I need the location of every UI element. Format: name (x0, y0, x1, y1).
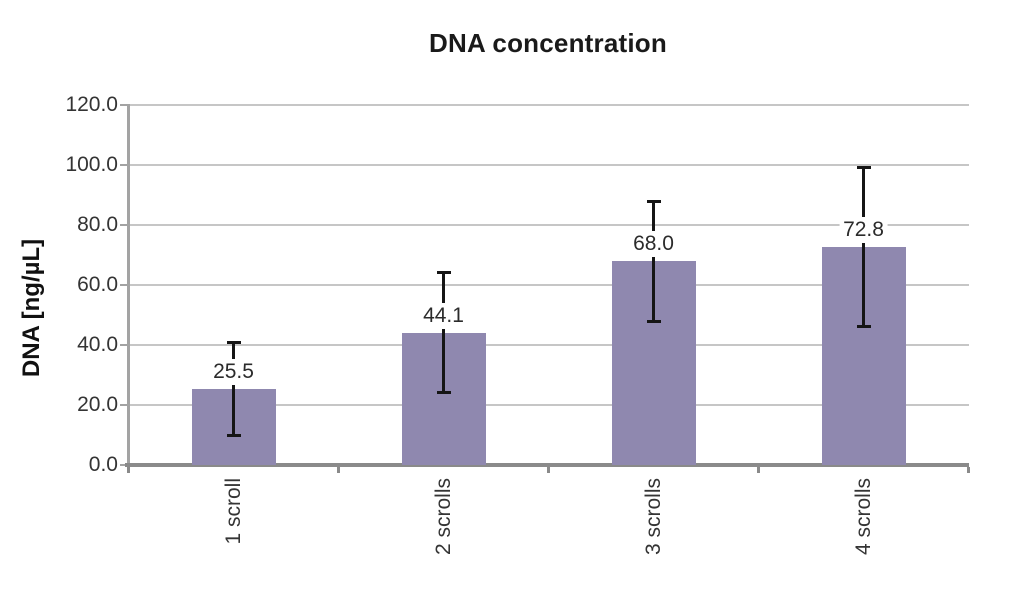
data-label-text: 44.1 (419, 302, 468, 329)
y-tick (120, 343, 128, 347)
x-axis-line (124, 462, 969, 467)
y-tick (120, 223, 128, 227)
error-bar-cap-bottom (856, 324, 871, 328)
y-tick (120, 283, 128, 287)
data-label: 72.8 (839, 216, 888, 243)
gridline (128, 104, 969, 106)
y-tick-label: 60.0 (77, 273, 118, 296)
error-bar-cap-top (436, 271, 451, 275)
error-bar-line (652, 201, 655, 321)
x-axis-label: 4 scrolls (851, 478, 875, 556)
x-axis-label: 1 scroll (221, 478, 245, 545)
data-label: 44.1 (419, 302, 468, 329)
x-tick (337, 466, 340, 473)
data-label-text: 72.8 (839, 216, 888, 243)
y-tick (120, 163, 128, 167)
error-bar-line (862, 167, 865, 327)
y-tick-label: 0.0 (88, 453, 118, 476)
x-axis-label: 2 scrolls (431, 478, 455, 556)
y-tick-label: 20.0 (77, 393, 118, 416)
x-axis-label: 3 scrolls (641, 478, 665, 556)
y-tick-label: 40.0 (77, 333, 118, 356)
gridline (128, 404, 969, 406)
chart-title: DNA concentration (429, 28, 667, 58)
error-bar-line (232, 342, 235, 435)
error-bar-line (442, 272, 445, 393)
error-bar-cap-bottom (226, 433, 241, 437)
y-tick (120, 463, 128, 467)
data-label: 25.5 (209, 358, 258, 385)
x-tick (757, 466, 760, 473)
x-tick (967, 466, 970, 473)
error-bar-cap-bottom (436, 391, 451, 395)
data-label: 68.0 (629, 231, 678, 257)
error-bar-cap-top (226, 340, 241, 344)
error-bar-cap-top (856, 165, 871, 169)
y-axis-line (127, 104, 130, 467)
x-tick (547, 466, 550, 473)
data-label-text: 68.0 (629, 231, 678, 257)
error-bar-cap-top (646, 199, 661, 203)
y-tick-label: 100.0 (65, 153, 118, 176)
gridline (128, 164, 969, 166)
y-tick (120, 403, 128, 407)
gridline (128, 224, 969, 226)
y-tick-label: 80.0 (77, 213, 118, 236)
y-tick-label: 120.0 (65, 93, 118, 116)
x-tick (127, 466, 130, 473)
gridline (128, 284, 969, 286)
error-bar-cap-bottom (646, 319, 661, 323)
gridline (128, 344, 969, 346)
data-label-text: 25.5 (209, 358, 258, 385)
y-tick (120, 103, 128, 107)
